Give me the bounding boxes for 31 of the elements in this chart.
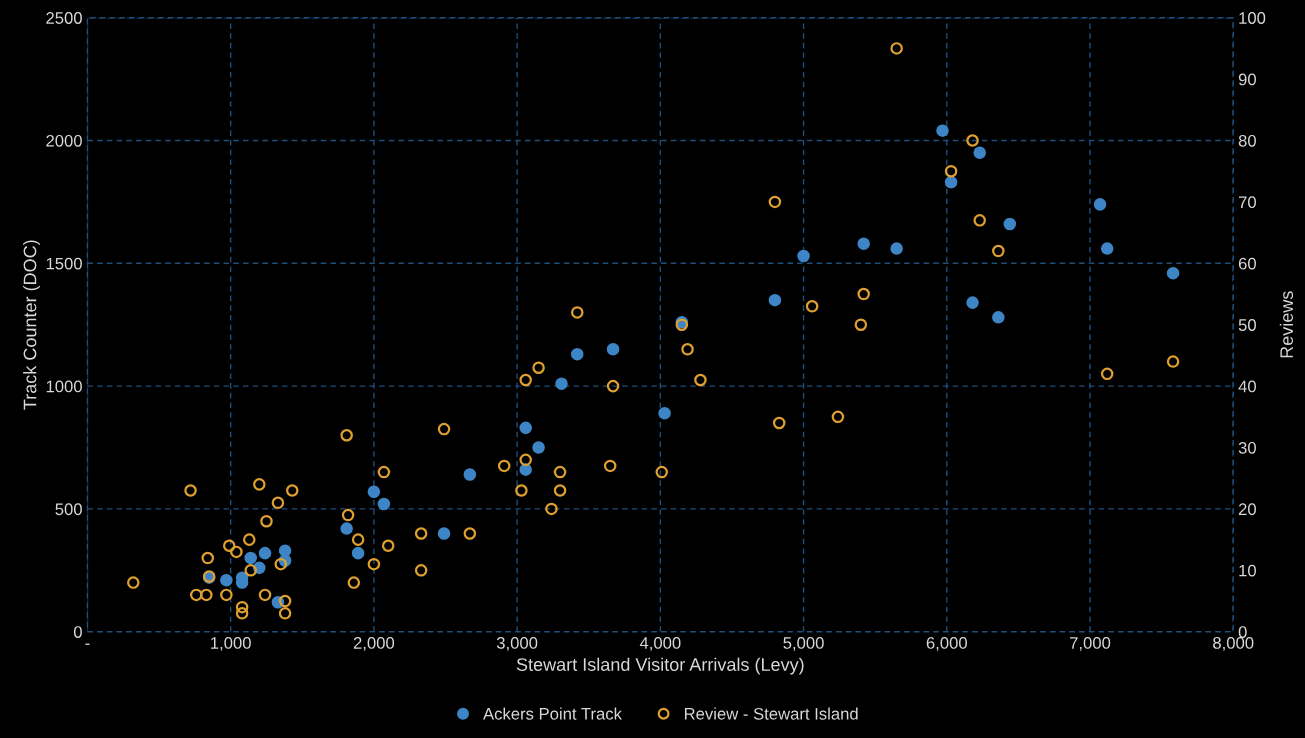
x-tick-label: 8,000	[1213, 637, 1254, 651]
x-tick-label: -	[85, 643, 90, 645]
y2-tick-label: 50	[1238, 319, 1256, 331]
legend-label: Ackers Point Track	[483, 707, 622, 720]
y2-tick-label: 10	[1239, 564, 1256, 577]
legend-label: Review - Stewart Island	[684, 707, 858, 720]
y-tick-label: 0	[73, 626, 82, 638]
y2-tick-label: 0	[1238, 626, 1247, 638]
y-tick-label: 1500	[46, 257, 82, 270]
y-axis-title: Track Counter (DOC)	[23, 240, 40, 410]
y2-tick-label: 70	[1238, 196, 1256, 209]
y2-tick-label: 40	[1238, 380, 1256, 393]
y2-tick-label: 60	[1238, 257, 1256, 270]
y-tick-label: 500	[55, 503, 82, 516]
y-tick-label: 2500	[46, 12, 82, 24]
x-tick-label: 3,000	[496, 637, 538, 651]
x-tick-label: 2,000	[353, 637, 395, 651]
y-tick-label: 1000	[46, 380, 82, 393]
x-tick-label: 4,000	[639, 637, 681, 651]
y2-tick-label: 100	[1239, 12, 1266, 24]
y2-tick-label: 80	[1238, 134, 1256, 147]
x-tick-label: 5,000	[783, 637, 824, 651]
y2-tick-label: 30	[1238, 441, 1256, 454]
y-tick-label: 2000	[46, 134, 82, 147]
y2-tick-label: 20	[1238, 503, 1256, 516]
x-tick-label: 7,000	[1070, 637, 1111, 651]
y2-axis-title: Reviews	[1279, 291, 1294, 358]
x-axis-title: Stewart Island Visitor Arrivals (Levy)	[516, 657, 804, 675]
y2-tick-label: 90	[1238, 73, 1256, 86]
x-tick-label: 1,000	[211, 637, 251, 651]
x-tick-label: 6,000	[926, 637, 967, 651]
